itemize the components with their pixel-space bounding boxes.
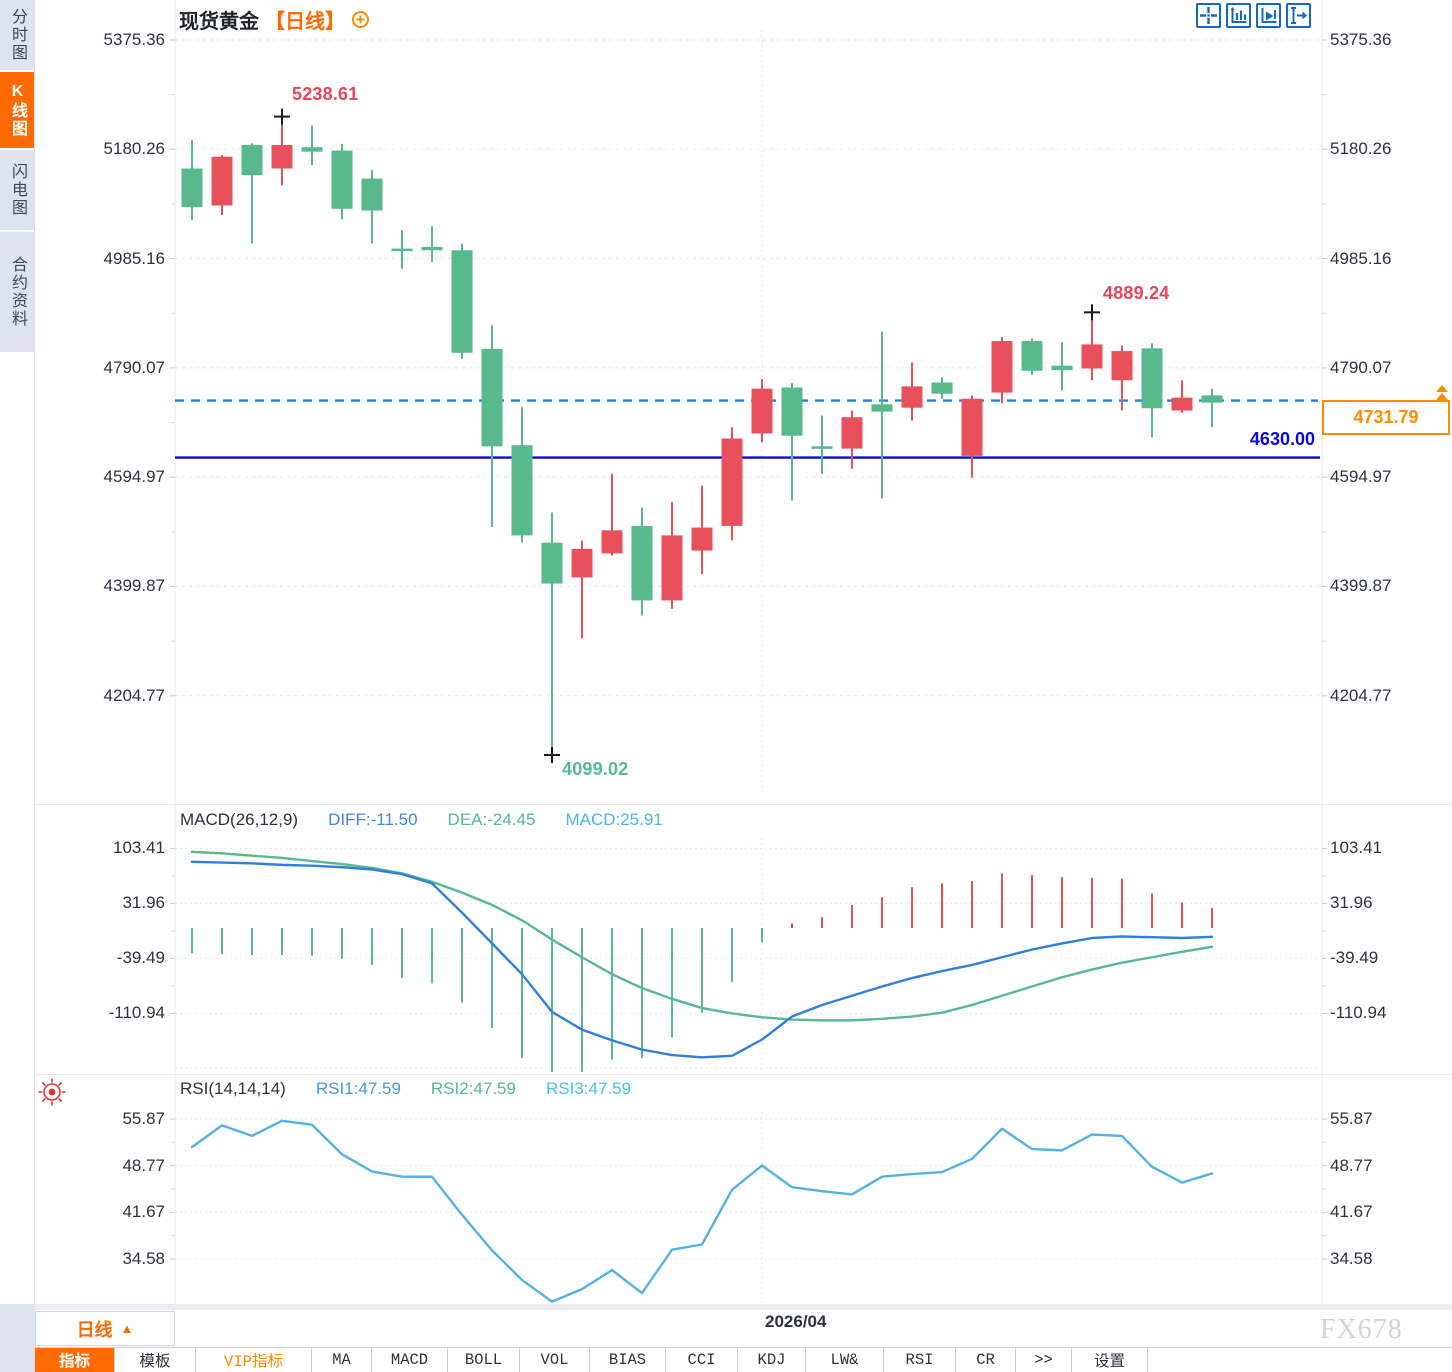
axis-label: 5375.36 [103, 30, 165, 49]
macd-diff-value: DIFF:-11.50 [328, 810, 418, 829]
dropdown-arrow-icon: ▲ [120, 1321, 134, 1336]
indicator-sun-icon[interactable] [36, 1076, 68, 1108]
axis-label: 41.67 [122, 1202, 165, 1222]
sidebar-tab-3[interactable]: 闪电图 [0, 150, 34, 232]
rsi1-value: RSI1:47.59 [315, 1079, 401, 1098]
axis-label: 4399.87 [103, 576, 165, 596]
rsi2-value: RSI2:47.59 [430, 1079, 516, 1098]
axis-label: 4594.97 [1330, 467, 1392, 487]
axis-label: 4204.77 [1330, 685, 1392, 705]
axis-label: -110.94 [108, 1003, 165, 1023]
toolbar-item-BOLL[interactable]: BOLL [448, 1348, 520, 1372]
chart-title: 现货黄金 【日线】 [179, 5, 370, 34]
rsi-legend: RSI(14,14,14) RSI1:47.59 RSI2:47.59 RSI3… [180, 1079, 631, 1099]
sidebar-tab-4[interactable]: 合约资料 [0, 232, 34, 354]
add-indicator-icon[interactable] [351, 10, 370, 29]
axis-label: 4399.87 [1330, 576, 1392, 596]
axis-label: 41.67 [1330, 1202, 1373, 1222]
toolbar-item-模板[interactable]: 模板 [115, 1348, 196, 1372]
rsi-params: RSI(14,14,14) [180, 1079, 286, 1098]
period-button[interactable]: 日线 ▲ [35, 1311, 175, 1346]
toolbar-item-VOL[interactable]: VOL [520, 1348, 590, 1372]
price-up-arrows-icon [1436, 385, 1448, 401]
macd-dea-value: DEA:-24.45 [447, 810, 536, 829]
axis-label: 103.41 [113, 838, 165, 858]
axis-label: 48.77 [1330, 1155, 1373, 1175]
toolbar-item-MA[interactable]: MA [312, 1348, 372, 1372]
axis-label: -39.49 [1330, 948, 1379, 968]
symbol-name: 现货黄金 [179, 11, 259, 33]
axis-label: 5180.26 [1330, 139, 1392, 159]
axis-label: 103.41 [1330, 838, 1382, 858]
toolbar-item-CR[interactable]: CR [956, 1348, 1016, 1372]
toolbar-item-设置[interactable]: 设置 [1072, 1348, 1148, 1372]
jump-latest-icon[interactable] [1256, 3, 1281, 28]
toolbar-item-MACD[interactable]: MACD [372, 1348, 448, 1372]
rsi3-value: RSI3:47.59 [545, 1079, 632, 1098]
axis-range-icon[interactable] [1226, 3, 1251, 28]
crosshair-icon[interactable] [1196, 3, 1221, 28]
toolbar-item-RSI[interactable]: RSI [884, 1348, 956, 1372]
axis-label: 5375.36 [1330, 30, 1392, 49]
axis-label: -39.49 [116, 948, 165, 968]
axis-label: 4985.16 [1330, 248, 1392, 268]
sidebar-tab-1[interactable]: 分时图 [0, 0, 34, 72]
period-tag: 【日线】 [265, 11, 345, 33]
axis-label: 4985.16 [103, 248, 165, 268]
axis-label: 55.87 [1330, 1109, 1373, 1128]
axis-label: 48.77 [122, 1155, 165, 1175]
macd-params: MACD(26,12,9) [180, 810, 299, 829]
axis-label: 4594.97 [103, 467, 165, 487]
current-price-value: 4731.79 [1353, 407, 1419, 427]
axis-label: 4790.07 [1330, 357, 1392, 377]
bottom-strip: 日线 ▲ 2026/04 FX678 [0, 1310, 1452, 1347]
axis-label: 31.96 [122, 893, 165, 913]
axis-label: -110.94 [1330, 1003, 1387, 1023]
axis-label: 55.87 [122, 1109, 165, 1128]
sidebar-tab-2[interactable]: K线图 [0, 72, 34, 150]
axis-label: 34.58 [122, 1249, 165, 1269]
support-line-label: 4630.00 [1249, 429, 1315, 449]
chart-toolbar-icons [1196, 3, 1311, 28]
period-button-label: 日线 [76, 1319, 113, 1340]
axis-label: 5180.26 [103, 139, 165, 159]
macd-legend: MACD(26,12,9) DIFF:-11.50 DEA:-24.45 MAC… [180, 810, 663, 830]
sidebar-bottom-stub [0, 1304, 35, 1372]
toolbar-item->>[interactable]: >> [1016, 1348, 1072, 1372]
current-price-badge: 4731.79 [1322, 400, 1450, 435]
toolbar-item-BIAS[interactable]: BIAS [590, 1348, 666, 1372]
toolbar-item-VIP指标[interactable]: VIP指标 [196, 1348, 312, 1372]
toolbar-item-CCI[interactable]: CCI [666, 1348, 738, 1372]
watermark: FX678 [1320, 1314, 1403, 1345]
axis-label: 31.96 [1330, 893, 1373, 913]
toolbar-item-指标[interactable]: 指标 [35, 1348, 115, 1372]
toolbar-item-LW&[interactable]: LW& [806, 1348, 884, 1372]
axis-label: 4790.07 [103, 357, 165, 377]
axis-label: 4204.77 [103, 685, 165, 705]
macd-hist-value: MACD:25.91 [565, 810, 663, 829]
axis-label: 34.58 [1330, 1249, 1373, 1269]
swing-high-label: 5238.61 [292, 84, 359, 104]
sidebar-tabs: 分时图 K线图 闪电图 合约资料 [0, 0, 34, 354]
local-high-label: 4889.24 [1103, 283, 1170, 303]
toolbar-item-KDJ[interactable]: KDJ [738, 1348, 806, 1372]
page-forward-icon[interactable] [1286, 3, 1311, 28]
indicator-toolbar: 指标 模板 VIP指标 MA MACD BOLL VOL BIAS CCI KDJ LW& RSI CR… [0, 1347, 1452, 1372]
sidebar: 分时图 K线图 闪电图 合约资料 [0, 0, 35, 1372]
swing-low-label: 4099.02 [562, 759, 629, 779]
panel-separator-band [0, 1304, 1452, 1310]
x-axis-date-label: 2026/04 [765, 1312, 827, 1331]
